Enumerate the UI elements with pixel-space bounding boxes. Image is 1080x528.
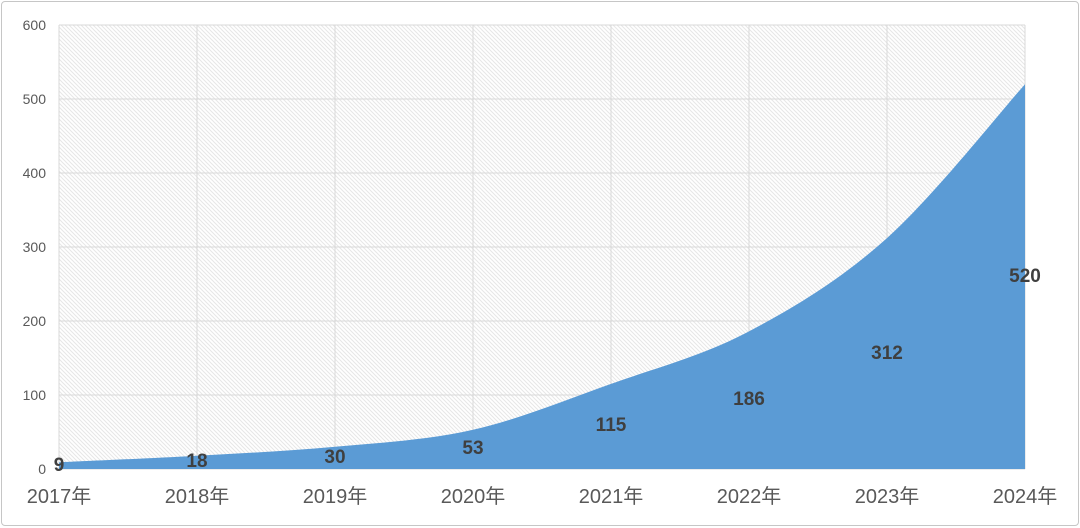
area-series (59, 84, 1025, 469)
